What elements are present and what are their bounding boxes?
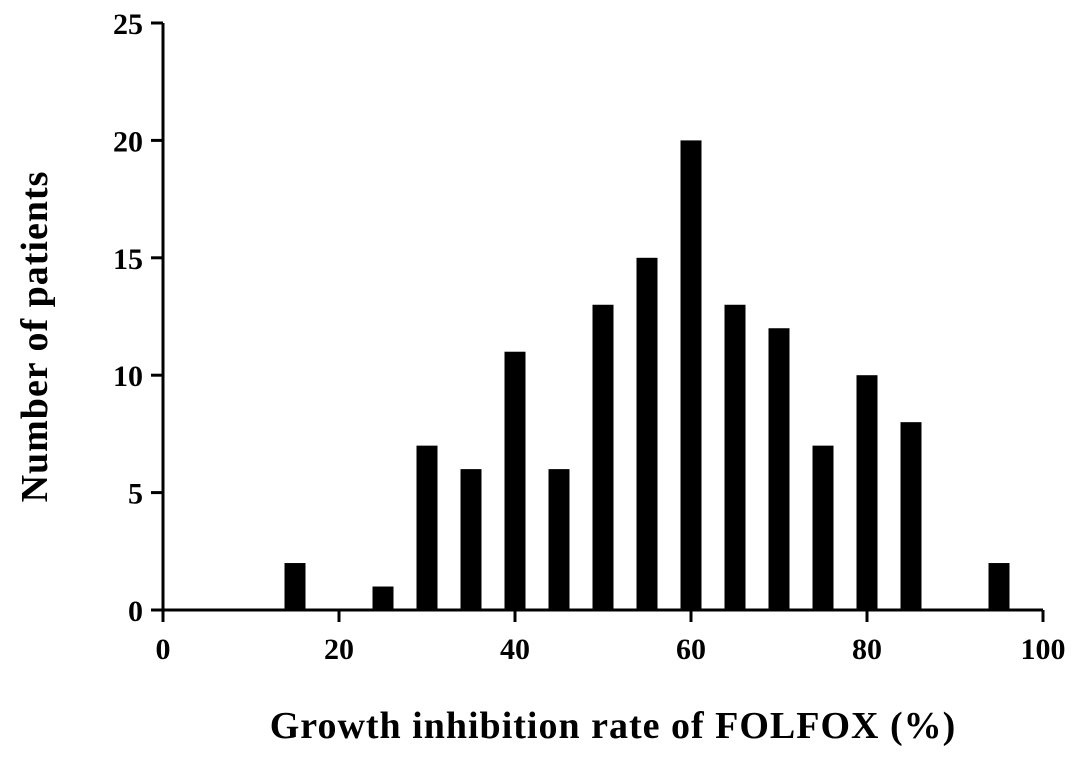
x-tick-label: 0 — [156, 633, 171, 666]
bar — [900, 422, 922, 610]
y-tick-label: 0 — [128, 595, 143, 628]
bar — [724, 304, 746, 610]
bar — [856, 375, 878, 610]
x-tick-label: 60 — [676, 633, 706, 666]
bar — [372, 586, 394, 610]
bar — [680, 140, 702, 610]
bar — [592, 304, 614, 610]
bar — [812, 445, 834, 610]
x-tick-label: 20 — [324, 633, 354, 666]
y-tick-label: 25 — [113, 8, 143, 41]
x-tick-label: 100 — [1021, 633, 1066, 666]
x-tick-label: 80 — [852, 633, 882, 666]
y-tick-label: 20 — [113, 125, 143, 158]
bar — [460, 469, 482, 610]
y-tick-label: 15 — [113, 243, 143, 276]
y-axis-ticks: 0 5 10 15 20 25 — [113, 8, 163, 628]
bar — [548, 469, 570, 610]
x-axis-title: Growth inhibition rate of FOLFOX (%) — [270, 705, 957, 747]
bar — [768, 328, 790, 610]
y-tick-label: 10 — [113, 360, 143, 393]
bar — [284, 563, 306, 610]
bar — [636, 257, 658, 610]
bars-group — [284, 140, 1010, 610]
x-tick-label: 40 — [500, 633, 530, 666]
bar — [416, 445, 438, 610]
x-axis-ticks: 0 20 40 60 80 100 — [156, 610, 1066, 666]
bar — [504, 351, 526, 610]
bar — [988, 563, 1010, 610]
y-axis-title: Number of patients — [14, 171, 56, 503]
y-tick-label: 5 — [128, 478, 143, 511]
